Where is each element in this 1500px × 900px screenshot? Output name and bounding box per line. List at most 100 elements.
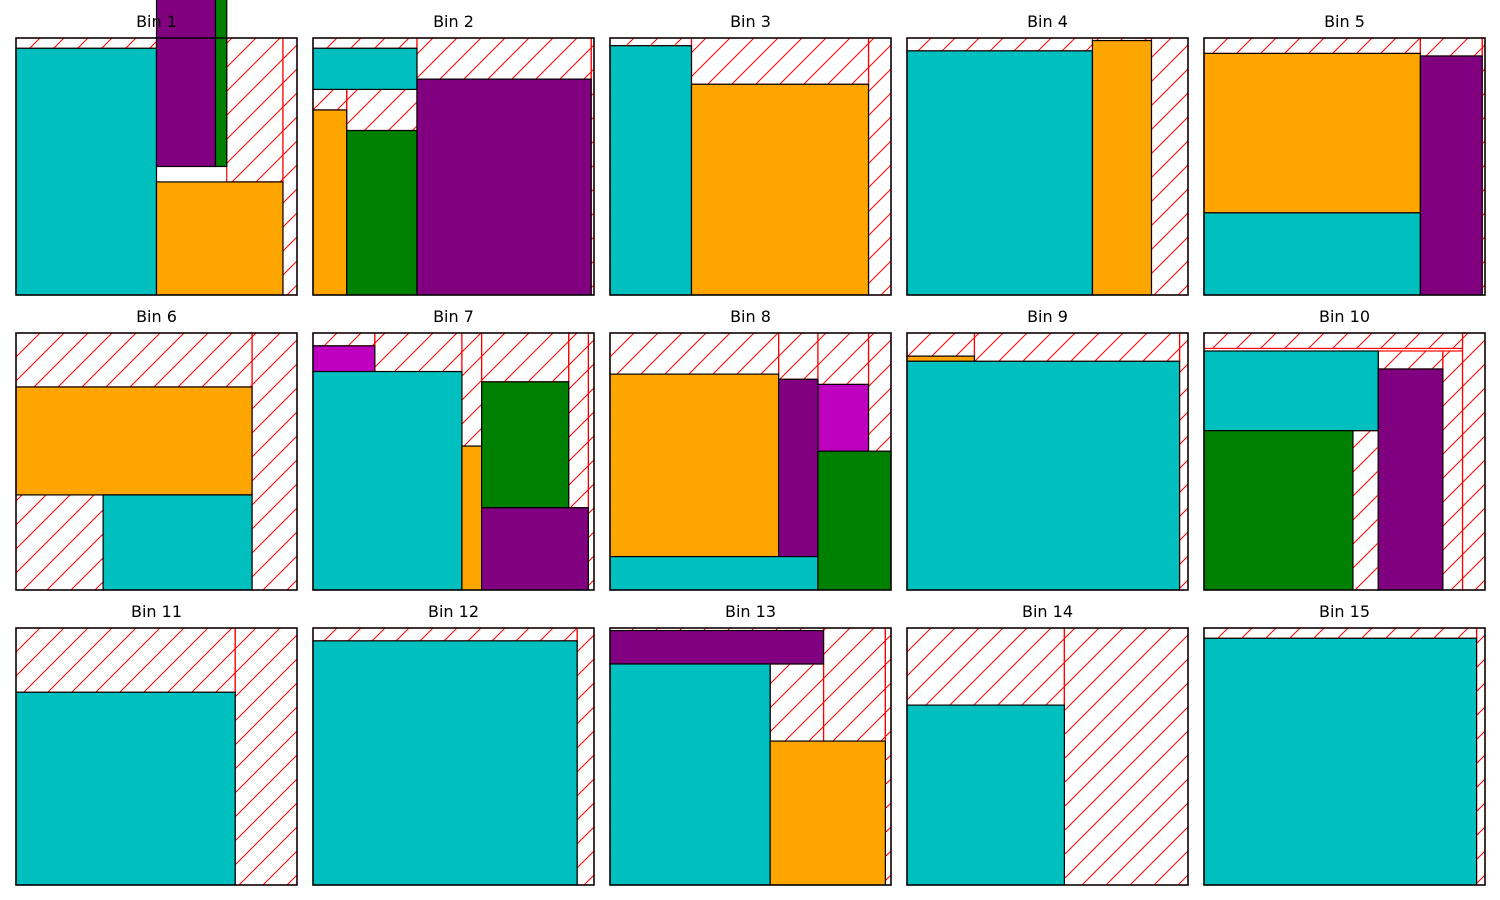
bin-frame: [15, 332, 298, 591]
packed-item-purple: [1377, 368, 1444, 591]
bin-canvas: [312, 332, 595, 591]
bin-canvas: [906, 37, 1189, 296]
waste-region: [416, 37, 592, 80]
packed-item-cyan: [609, 45, 693, 296]
bin-frame: [906, 37, 1189, 296]
packed-item-orange: [769, 740, 886, 886]
bin-title: Bin 5: [1324, 12, 1365, 31]
bin-title: Bin 14: [1021, 602, 1073, 621]
bin-panel-8: Bin 8: [609, 307, 892, 591]
packed-item-orange: [906, 355, 976, 362]
bin-frame: [906, 627, 1189, 886]
packed-item-cyan: [609, 555, 819, 591]
packed-item-purple: [416, 78, 592, 296]
packed-item-cyan: [1203, 350, 1379, 432]
packed-item-cyan: [906, 360, 1181, 591]
waste-region: [1063, 627, 1189, 886]
waste-region: [15, 37, 158, 49]
bin-panel-2: Bin 2: [312, 12, 595, 296]
packed-item-purple: [609, 629, 825, 665]
packed-item-orange: [461, 445, 483, 591]
bin-canvas: [312, 37, 595, 296]
bin-panel-3: Bin 3: [609, 12, 892, 296]
waste-region: [822, 627, 886, 742]
bin-canvas: [15, 0, 298, 296]
waste-region: [312, 332, 376, 347]
waste-region: [1419, 37, 1483, 57]
waste-region: [1203, 37, 1421, 55]
bin-frame: [312, 37, 595, 296]
waste-region: [973, 332, 1181, 362]
waste-region: [867, 332, 892, 452]
waste-region: [1442, 350, 1464, 591]
waste-region: [1150, 37, 1189, 296]
packed-item-cyan: [906, 50, 1094, 296]
packed-item-cyan: [1203, 212, 1421, 296]
bin-panel-7: Bin 7: [312, 307, 595, 591]
packed-item-magenta: [312, 345, 376, 373]
bin-canvas: [15, 627, 298, 886]
waste-region: [374, 332, 463, 373]
packed-item-orange: [1203, 52, 1421, 214]
bin-canvas: [609, 627, 892, 886]
waste-region: [481, 332, 570, 383]
bin-title: Bin 12: [427, 602, 479, 621]
bin-frame: [1203, 37, 1486, 296]
packed-item-green: [1203, 430, 1354, 591]
bin-title: Bin 6: [136, 307, 177, 326]
waste-region: [817, 332, 870, 386]
waste-region: [587, 332, 595, 591]
waste-region: [609, 37, 693, 47]
waste-region: [1203, 332, 1464, 350]
bin-frame: [1203, 332, 1486, 591]
waste-region: [867, 37, 892, 296]
waste-region: [346, 88, 418, 132]
bin-canvas: [609, 332, 892, 591]
packed-item-orange: [312, 109, 348, 296]
bin-panel-14: Bin 14: [906, 602, 1189, 886]
packed-item-orange: [155, 181, 284, 296]
waste-region: [226, 37, 284, 183]
waste-region: [312, 88, 348, 111]
bin-panel-15: Bin 15: [1203, 602, 1486, 886]
bin-title: Bin 15: [1318, 602, 1370, 621]
bin-title: Bin 3: [730, 12, 771, 31]
bin-panel-12: Bin 12: [312, 602, 595, 886]
bin-canvas: [906, 627, 1189, 886]
packed-item-cyan: [15, 47, 158, 296]
bin-canvas: [609, 37, 892, 296]
bin-panel-13: Bin 13: [609, 602, 892, 886]
bin-panel-11: Bin 11: [15, 602, 298, 886]
waste-region: [906, 332, 976, 357]
waste-region: [568, 332, 589, 509]
bin-frame: [15, 37, 298, 296]
bin-title: Bin 4: [1027, 12, 1068, 31]
waste-region: [234, 627, 298, 886]
bin-panel-1: Bin 1: [15, 0, 298, 296]
bin-panel-10: Bin 10: [1203, 307, 1486, 591]
packed-item-cyan: [312, 47, 418, 90]
bin-panel-4: Bin 4: [906, 12, 1189, 296]
packed-item-purple: [778, 378, 819, 558]
waste-region: [778, 332, 819, 380]
bin-title: Bin 10: [1318, 307, 1370, 326]
waste-region: [15, 332, 253, 388]
packed-item-magenta: [817, 383, 870, 452]
bin-frame: [312, 332, 595, 591]
packed-item-orange: [609, 373, 780, 558]
packed-item-purple: [1419, 55, 1483, 296]
packed-item-orange: [1091, 39, 1153, 296]
bin-title: Bin 1: [136, 12, 177, 31]
waste-region: [282, 37, 298, 296]
packed-item-orange: [15, 386, 253, 496]
packed-item-cyan: [15, 691, 236, 886]
waste-region: [906, 627, 1065, 706]
packed-item-cyan: [1203, 637, 1478, 886]
packed-item-orange: [690, 83, 870, 296]
bin-canvas: [1203, 627, 1486, 886]
bin-frame: [906, 332, 1189, 591]
packed-item-green: [817, 450, 892, 591]
packed-item-cyan: [312, 640, 578, 886]
waste-region: [906, 37, 1094, 52]
